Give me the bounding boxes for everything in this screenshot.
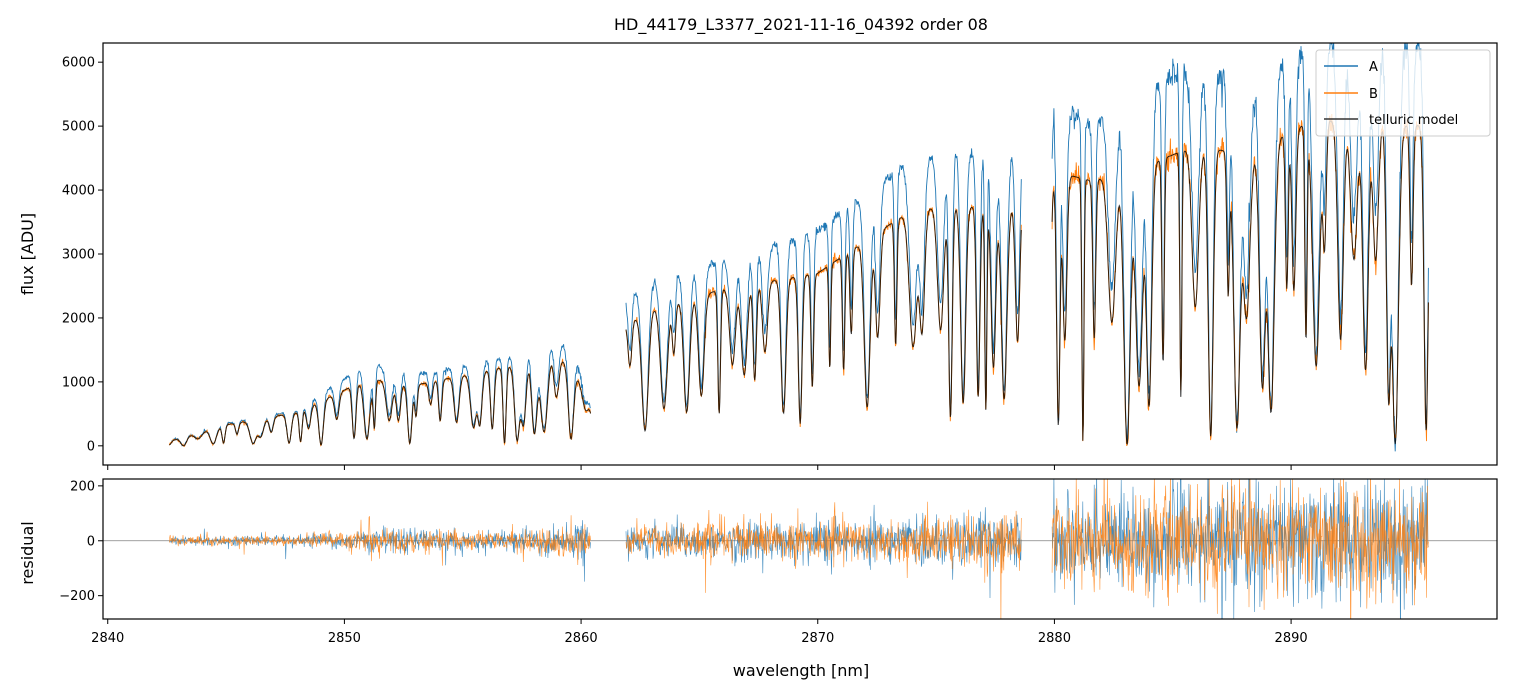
legend-label-a: A <box>1369 60 1378 75</box>
legend: A B telluric model <box>1315 49 1491 137</box>
residual-b-line <box>1051 479 1429 619</box>
residual-y-tick-label: 200 <box>70 479 95 494</box>
legend-label-b: B <box>1369 87 1378 102</box>
flux-y-tick-label: 2000 <box>62 311 95 326</box>
residual-x-tick-label: 2850 <box>328 631 361 646</box>
residual-y-tick-label: 0 <box>87 534 95 549</box>
legend-box <box>1315 49 1491 137</box>
residual-axes-frame <box>102 478 1498 620</box>
residual-y-axis-label: residual <box>18 521 37 584</box>
flux-panel: 0 1000 2000 3000 4000 5000 6000 flux [ADU] A B… <box>18 42 1498 470</box>
series-a-line <box>1051 43 1429 452</box>
residual-x-tick-label: 2870 <box>801 631 834 646</box>
chart-title: HD_44179_L3377_2021-11-16_04392 order 08 <box>614 15 988 35</box>
flux-y-tick-label: 0 <box>87 439 95 454</box>
residual-x-tick-label: 2840 <box>91 631 124 646</box>
flux-y-tick-label: 6000 <box>62 56 95 71</box>
residual-y-tick-label: −200 <box>59 589 95 604</box>
residual-panel: −200 0 200 2840 2850 2860 2870 2880 2890 residu… <box>18 478 1498 680</box>
telluric-model-line <box>625 207 1022 433</box>
flux-y-tick-label: 3000 <box>62 248 95 263</box>
residual-x-tick-label: 2880 <box>1038 631 1071 646</box>
flux-y-axis-label: flux [ADU] <box>18 213 37 295</box>
residual-a-line <box>625 504 1022 599</box>
residual-x-tick-label: 2890 <box>1275 631 1308 646</box>
legend-label-telluric: telluric model <box>1369 113 1458 128</box>
series-a-line <box>169 344 591 448</box>
residual-b-line <box>169 515 591 566</box>
x-axis-label: wavelength [nm] <box>733 661 870 680</box>
flux-y-tick-label: 1000 <box>62 375 95 390</box>
telluric-model-line <box>169 361 591 447</box>
residual-x-tick-label: 2860 <box>565 631 598 646</box>
flux-y-tick-label: 5000 <box>62 120 95 135</box>
telluric-model-line <box>1051 120 1429 445</box>
series-a-line <box>625 148 1022 429</box>
flux-y-tick-label: 4000 <box>62 184 95 199</box>
residual-b-line <box>625 501 1022 619</box>
